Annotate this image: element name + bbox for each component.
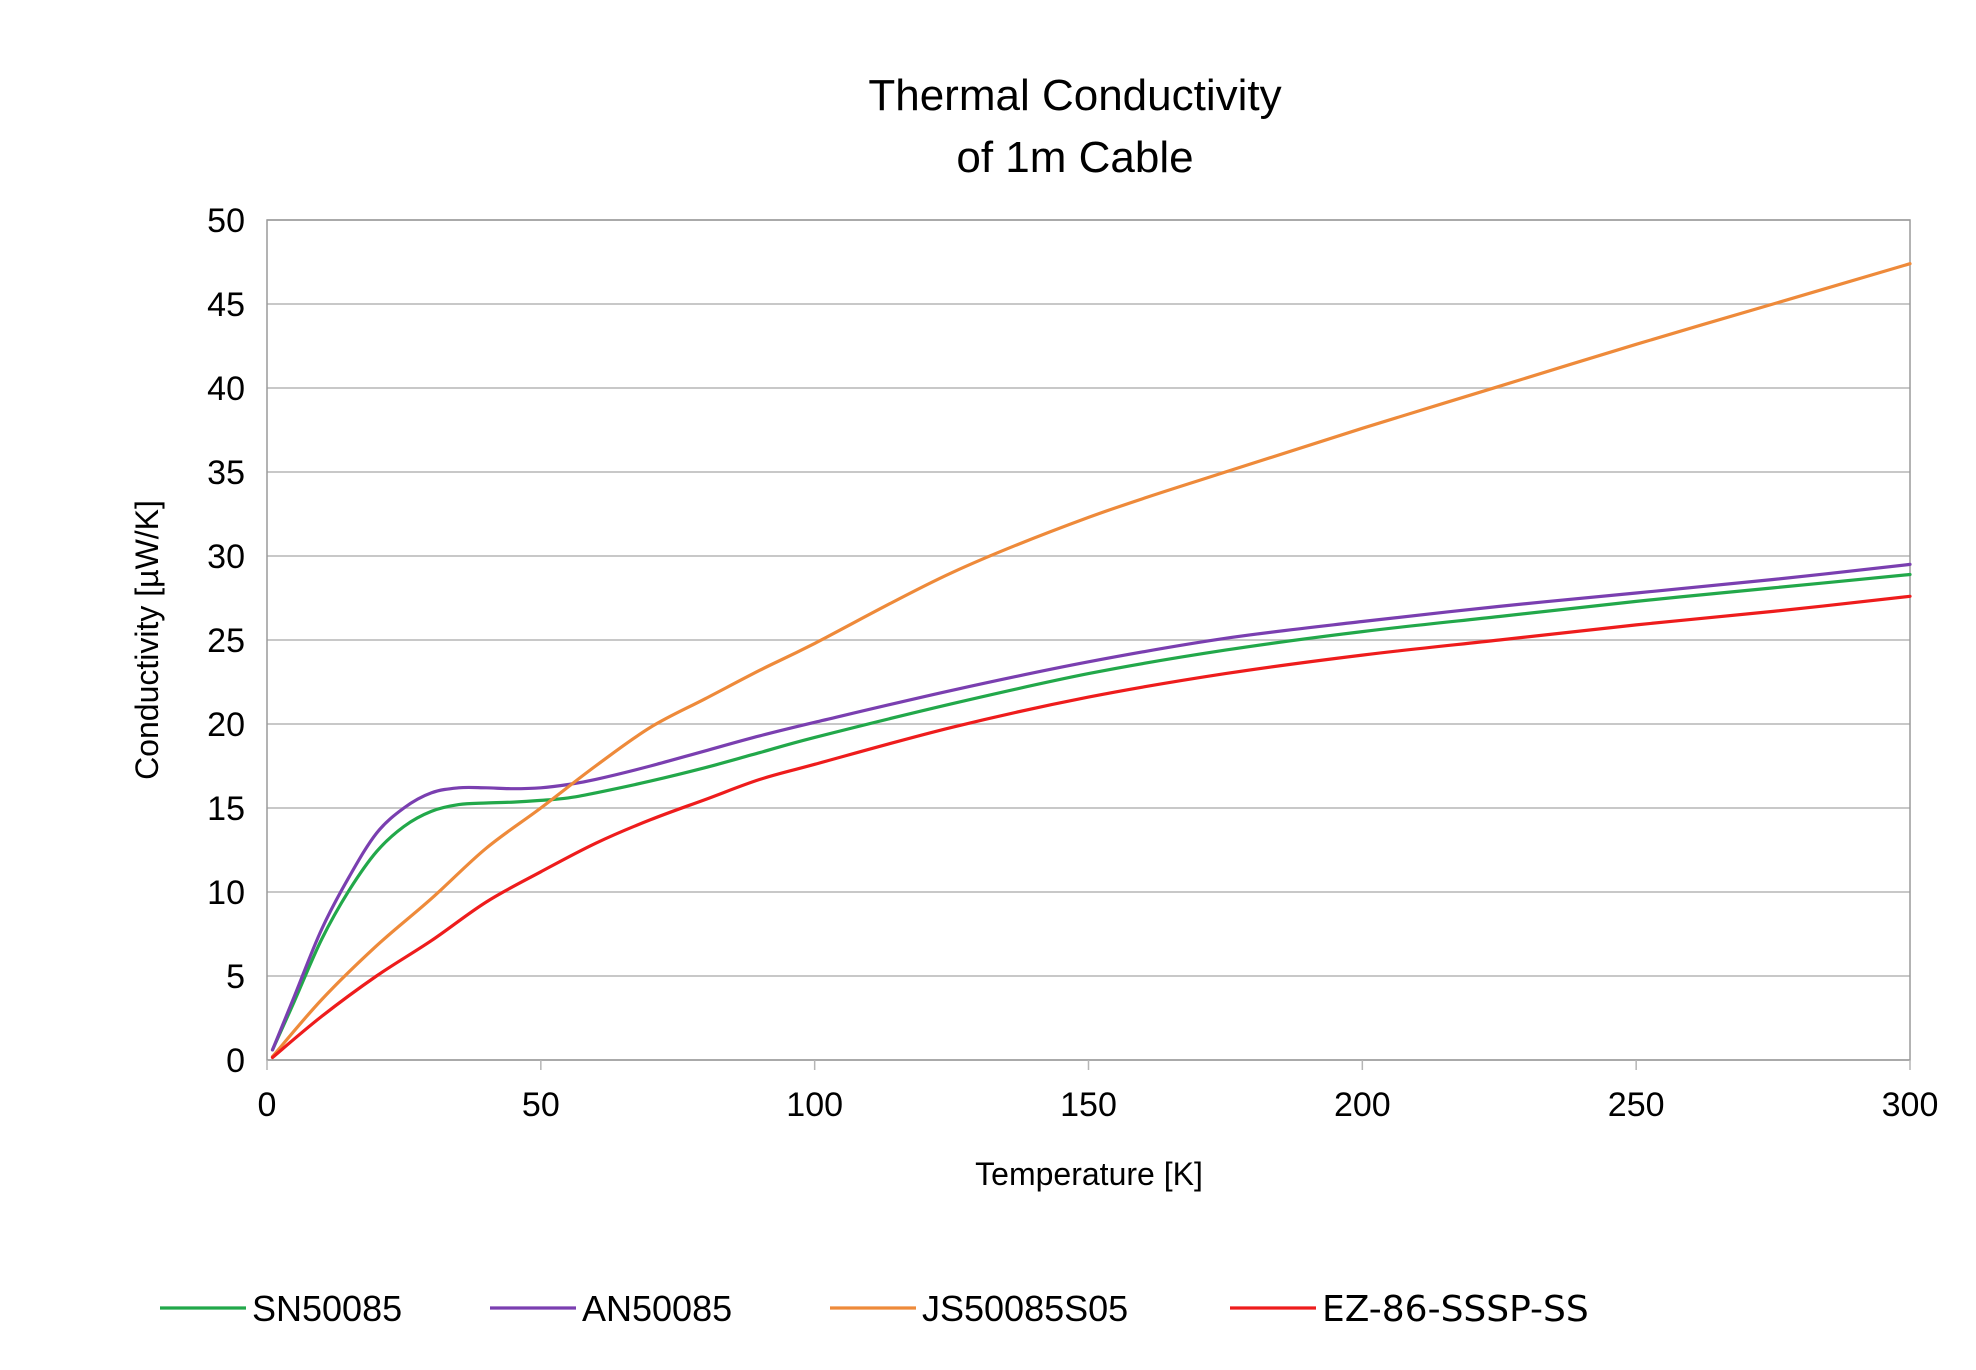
y-tick-label: 0 (226, 1042, 245, 1080)
y-axis-label: Conductivity [µW/K] (129, 500, 165, 780)
y-tick-label: 45 (207, 286, 245, 324)
y-tick-label: 15 (207, 790, 245, 828)
legend-label-ez-86-sssp-ss: EZ-86-SSSP-SS (1322, 1289, 1589, 1330)
x-tick-label: 200 (1334, 1086, 1391, 1124)
legend-label-an50085: AN50085 (582, 1288, 732, 1329)
chart-title: Thermal Conductivity of 1m Cable (868, 71, 1281, 182)
legend: SN50085 AN50085 JS50085S05 EZ-86-SSSP-SS (160, 1288, 1589, 1330)
x-tick-label: 50 (522, 1086, 560, 1124)
series-line-ez-86-sssp-ss (270, 594, 1912, 1060)
series-lines (270, 262, 1912, 1060)
y-tick-label: 20 (207, 706, 245, 744)
x-tick-label: 300 (1882, 1086, 1939, 1124)
y-tick-label: 35 (207, 454, 245, 492)
x-tick-label: 100 (786, 1086, 843, 1124)
chart-title-line-2: of 1m Cable (956, 133, 1193, 182)
x-axis-label: Temperature [K] (975, 1156, 1203, 1192)
gridlines (267, 219, 1910, 1061)
x-tick-label: 150 (1060, 1086, 1117, 1124)
y-tick-label: 40 (207, 370, 245, 408)
legend-label-sn50085: SN50085 (252, 1288, 402, 1329)
y-tick-label: 25 (207, 622, 245, 660)
series-line-an50085 (270, 562, 1912, 1052)
y-tick-label: 5 (226, 958, 245, 996)
series-line-sn50085 (270, 572, 1912, 1052)
x-tick-label: 250 (1608, 1086, 1665, 1124)
x-axis-ticks: 0 50 100 150 200 250 300 (258, 1060, 1939, 1124)
series-line-js50085s05 (270, 262, 1912, 1059)
y-tick-label: 50 (207, 202, 245, 240)
legend-label-js50085s05: JS50085S05 (922, 1288, 1128, 1329)
y-axis-ticks: 0 5 10 15 20 25 30 35 40 45 50 (207, 202, 245, 1080)
y-tick-label: 10 (207, 874, 245, 912)
x-tick-label: 0 (258, 1086, 277, 1124)
y-tick-label: 30 (207, 538, 245, 576)
chart-title-line-1: Thermal Conductivity (868, 71, 1281, 120)
